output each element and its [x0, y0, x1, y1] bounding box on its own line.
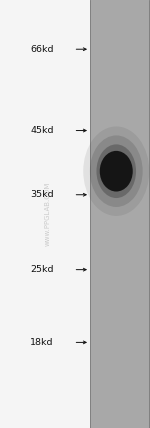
- Text: 35kd: 35kd: [30, 190, 54, 199]
- Bar: [90, 0, 150, 428]
- Text: 25kd: 25kd: [30, 265, 54, 274]
- Text: 66kd: 66kd: [30, 45, 54, 54]
- Text: www.PPGLAB.COM: www.PPGLAB.COM: [45, 182, 51, 246]
- Ellipse shape: [90, 135, 143, 207]
- Ellipse shape: [96, 144, 136, 198]
- Ellipse shape: [83, 127, 149, 216]
- Ellipse shape: [100, 151, 133, 192]
- Text: 45kd: 45kd: [30, 126, 54, 135]
- Text: 18kd: 18kd: [30, 338, 54, 347]
